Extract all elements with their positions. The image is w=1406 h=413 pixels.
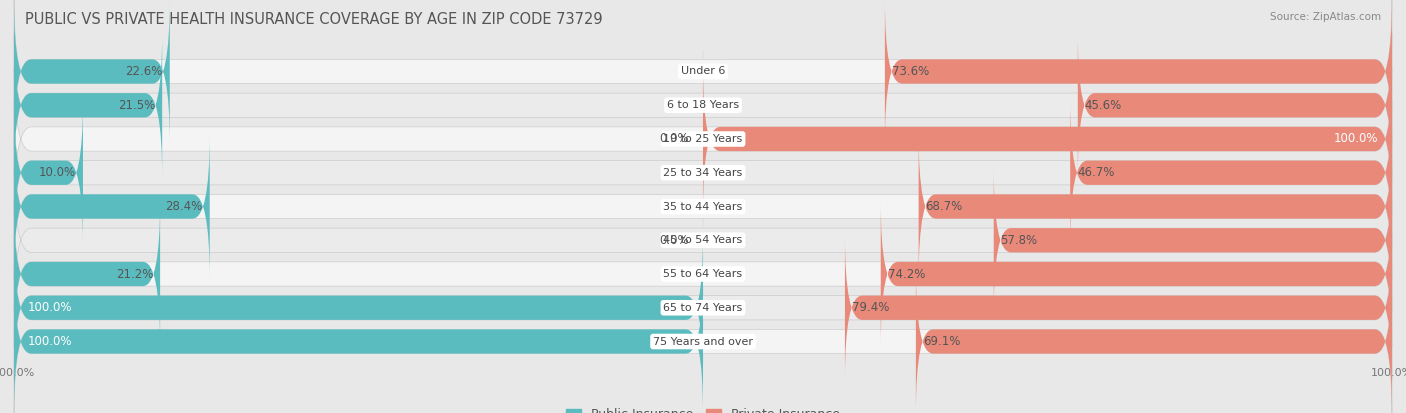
Text: Source: ZipAtlas.com: Source: ZipAtlas.com [1270,12,1381,22]
Text: 100.0%: 100.0% [28,301,72,314]
FancyBboxPatch shape [1078,33,1392,178]
FancyBboxPatch shape [918,134,1392,279]
FancyBboxPatch shape [14,33,162,178]
Text: 68.7%: 68.7% [925,200,963,213]
FancyBboxPatch shape [884,0,1392,144]
FancyBboxPatch shape [14,202,1392,346]
FancyBboxPatch shape [14,235,703,380]
Text: 28.4%: 28.4% [166,200,202,213]
FancyBboxPatch shape [14,269,703,413]
FancyBboxPatch shape [14,100,1392,245]
Text: 79.4%: 79.4% [852,301,889,314]
FancyBboxPatch shape [845,235,1392,380]
Legend: Public Insurance, Private Insurance: Public Insurance, Private Insurance [561,403,845,413]
Text: 21.2%: 21.2% [115,268,153,280]
FancyBboxPatch shape [915,269,1392,413]
FancyBboxPatch shape [14,0,1392,144]
Text: 45.6%: 45.6% [1084,99,1122,112]
Text: 10.0%: 10.0% [39,166,76,179]
FancyBboxPatch shape [14,134,209,279]
Text: 100.0%: 100.0% [28,335,72,348]
Text: Under 6: Under 6 [681,66,725,76]
Text: 21.5%: 21.5% [118,99,155,112]
FancyBboxPatch shape [14,100,83,245]
FancyBboxPatch shape [14,269,1392,413]
FancyBboxPatch shape [703,67,1392,211]
FancyBboxPatch shape [14,67,1392,211]
Text: 55 to 64 Years: 55 to 64 Years [664,269,742,279]
FancyBboxPatch shape [880,202,1392,346]
Text: 45 to 54 Years: 45 to 54 Years [664,235,742,245]
Text: 0.0%: 0.0% [659,133,689,145]
FancyBboxPatch shape [14,235,1392,380]
Text: 73.6%: 73.6% [891,65,929,78]
Text: 69.1%: 69.1% [922,335,960,348]
Text: 19 to 25 Years: 19 to 25 Years [664,134,742,144]
Text: 100.0%: 100.0% [1334,133,1378,145]
FancyBboxPatch shape [14,202,160,346]
Text: 57.8%: 57.8% [1001,234,1038,247]
Text: 25 to 34 Years: 25 to 34 Years [664,168,742,178]
Text: 75 Years and over: 75 Years and over [652,337,754,347]
Text: 35 to 44 Years: 35 to 44 Years [664,202,742,211]
FancyBboxPatch shape [14,33,1392,178]
FancyBboxPatch shape [994,168,1392,313]
Text: PUBLIC VS PRIVATE HEALTH INSURANCE COVERAGE BY AGE IN ZIP CODE 73729: PUBLIC VS PRIVATE HEALTH INSURANCE COVER… [25,12,603,27]
Text: 65 to 74 Years: 65 to 74 Years [664,303,742,313]
FancyBboxPatch shape [1070,100,1392,245]
Text: 22.6%: 22.6% [125,65,163,78]
Text: 74.2%: 74.2% [887,268,925,280]
Text: 0.0%: 0.0% [659,234,689,247]
FancyBboxPatch shape [14,134,1392,279]
Text: 6 to 18 Years: 6 to 18 Years [666,100,740,110]
FancyBboxPatch shape [14,0,170,144]
FancyBboxPatch shape [14,168,1392,313]
Text: 46.7%: 46.7% [1077,166,1115,179]
